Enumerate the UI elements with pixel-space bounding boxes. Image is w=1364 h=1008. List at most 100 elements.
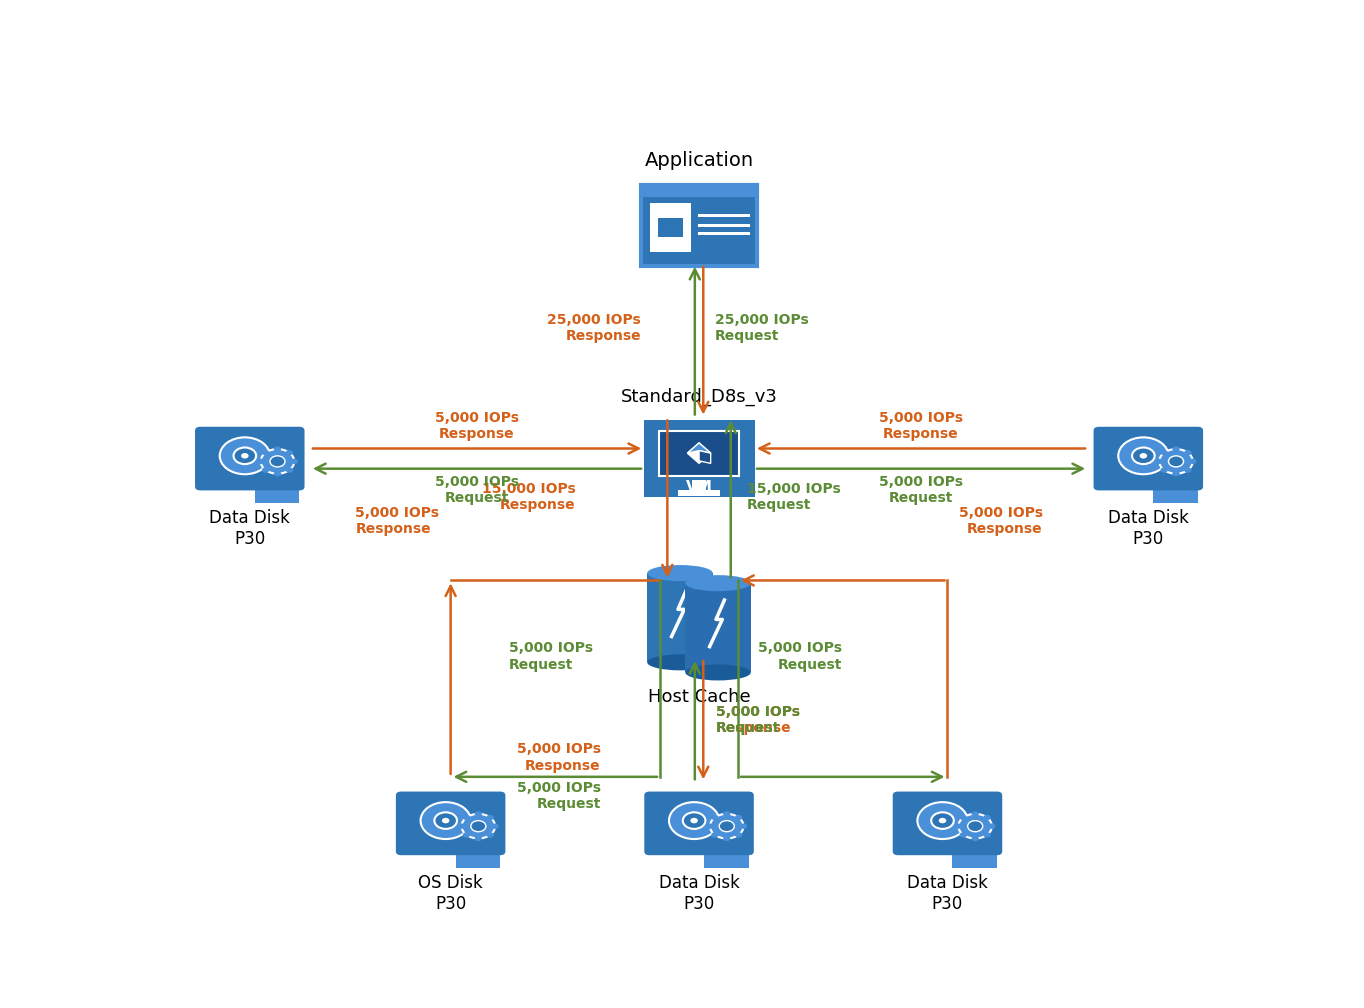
Circle shape — [971, 836, 979, 842]
Circle shape — [1118, 437, 1169, 474]
Circle shape — [938, 817, 947, 824]
Text: VM: VM — [686, 480, 712, 495]
Circle shape — [491, 824, 499, 829]
Text: Data Disk
P30: Data Disk P30 — [209, 509, 291, 547]
Text: 25,000 IOPs
Response: 25,000 IOPs Response — [547, 313, 641, 344]
FancyBboxPatch shape — [641, 185, 757, 266]
FancyBboxPatch shape — [659, 430, 739, 476]
Circle shape — [683, 812, 705, 829]
Text: 5,000 IOPs
Request: 5,000 IOPs Request — [517, 781, 600, 811]
Circle shape — [971, 811, 979, 816]
Text: 5,000 IOPs
Request: 5,000 IOPs Request — [509, 641, 593, 671]
Circle shape — [261, 450, 295, 474]
FancyBboxPatch shape — [698, 232, 750, 235]
Circle shape — [918, 802, 967, 839]
Text: Application: Application — [644, 151, 754, 170]
Circle shape — [1169, 456, 1184, 467]
Circle shape — [241, 453, 248, 459]
FancyBboxPatch shape — [255, 486, 299, 503]
Circle shape — [1184, 468, 1192, 473]
Circle shape — [274, 471, 281, 477]
Circle shape — [983, 814, 990, 821]
Circle shape — [932, 812, 953, 829]
Circle shape — [458, 824, 465, 829]
Text: Data Disk
P30: Data Disk P30 — [1108, 509, 1189, 547]
Circle shape — [487, 833, 494, 838]
Circle shape — [442, 817, 450, 824]
Circle shape — [668, 802, 719, 839]
Polygon shape — [687, 443, 711, 464]
Circle shape — [270, 456, 285, 467]
Circle shape — [462, 833, 471, 838]
Circle shape — [1139, 453, 1147, 459]
FancyBboxPatch shape — [651, 203, 692, 252]
FancyBboxPatch shape — [641, 185, 757, 198]
Text: Data Disk
P30: Data Disk P30 — [659, 874, 739, 912]
Text: 5,000 IOPs
Response: 5,000 IOPs Response — [959, 506, 1042, 536]
Circle shape — [220, 437, 270, 474]
Text: 5,000 IOPs
Response: 5,000 IOPs Response — [517, 742, 600, 772]
FancyBboxPatch shape — [456, 851, 501, 868]
Circle shape — [1189, 459, 1196, 464]
FancyBboxPatch shape — [685, 584, 750, 672]
Ellipse shape — [685, 664, 750, 680]
Circle shape — [475, 811, 481, 816]
Circle shape — [735, 814, 742, 821]
FancyBboxPatch shape — [693, 481, 705, 491]
FancyBboxPatch shape — [698, 214, 750, 217]
Circle shape — [285, 450, 293, 456]
Circle shape — [983, 833, 990, 838]
Circle shape — [1161, 450, 1168, 456]
FancyBboxPatch shape — [704, 851, 749, 868]
Ellipse shape — [648, 565, 713, 581]
FancyBboxPatch shape — [1154, 486, 1198, 503]
Circle shape — [967, 821, 982, 832]
Text: 5,000 IOPs
Request: 5,000 IOPs Request — [758, 641, 842, 671]
FancyBboxPatch shape — [195, 426, 304, 491]
Circle shape — [471, 821, 486, 832]
Text: 5,000 IOPs
Request: 5,000 IOPs Request — [716, 705, 799, 735]
Circle shape — [291, 459, 297, 464]
Circle shape — [959, 813, 992, 839]
Circle shape — [274, 447, 281, 452]
Text: Standard_D8s_v3: Standard_D8s_v3 — [621, 387, 777, 406]
FancyBboxPatch shape — [678, 491, 720, 496]
Circle shape — [1132, 448, 1155, 464]
Text: Host Cache: Host Cache — [648, 687, 750, 706]
Circle shape — [739, 824, 747, 829]
FancyBboxPatch shape — [657, 218, 683, 237]
Circle shape — [1184, 450, 1192, 456]
Circle shape — [1172, 471, 1180, 477]
Text: 15,000 IOPs
Request: 15,000 IOPs Request — [746, 482, 840, 512]
Text: OS Disk
P30: OS Disk P30 — [419, 874, 483, 912]
Circle shape — [461, 813, 495, 839]
Circle shape — [955, 824, 962, 829]
Ellipse shape — [685, 576, 750, 592]
Circle shape — [735, 833, 742, 838]
FancyBboxPatch shape — [648, 574, 713, 662]
Circle shape — [262, 450, 269, 456]
Circle shape — [1161, 468, 1168, 473]
Polygon shape — [687, 443, 711, 454]
Text: 5,000 IOPs
Request: 5,000 IOPs Request — [435, 475, 520, 505]
Text: 5,000 IOPs
Response: 5,000 IOPs Response — [435, 411, 520, 442]
Circle shape — [711, 813, 743, 839]
Circle shape — [960, 833, 967, 838]
Circle shape — [1159, 450, 1192, 474]
Circle shape — [711, 814, 719, 821]
Circle shape — [989, 824, 996, 829]
FancyBboxPatch shape — [952, 851, 997, 868]
Circle shape — [262, 468, 269, 473]
Circle shape — [420, 802, 471, 839]
Text: 25,000 IOPs
Request: 25,000 IOPs Request — [715, 313, 809, 344]
Circle shape — [434, 812, 457, 829]
Text: Data Disk
P30: Data Disk P30 — [907, 874, 988, 912]
FancyBboxPatch shape — [396, 791, 506, 855]
Text: 15,000 IOPs
Response: 15,000 IOPs Response — [481, 482, 576, 512]
FancyBboxPatch shape — [698, 224, 750, 227]
Text: 5,000 IOPs
Response: 5,000 IOPs Response — [716, 705, 799, 735]
Circle shape — [487, 814, 494, 821]
Circle shape — [1155, 459, 1163, 464]
Circle shape — [719, 821, 734, 832]
Text: 5,000 IOPs
Response: 5,000 IOPs Response — [878, 411, 963, 442]
